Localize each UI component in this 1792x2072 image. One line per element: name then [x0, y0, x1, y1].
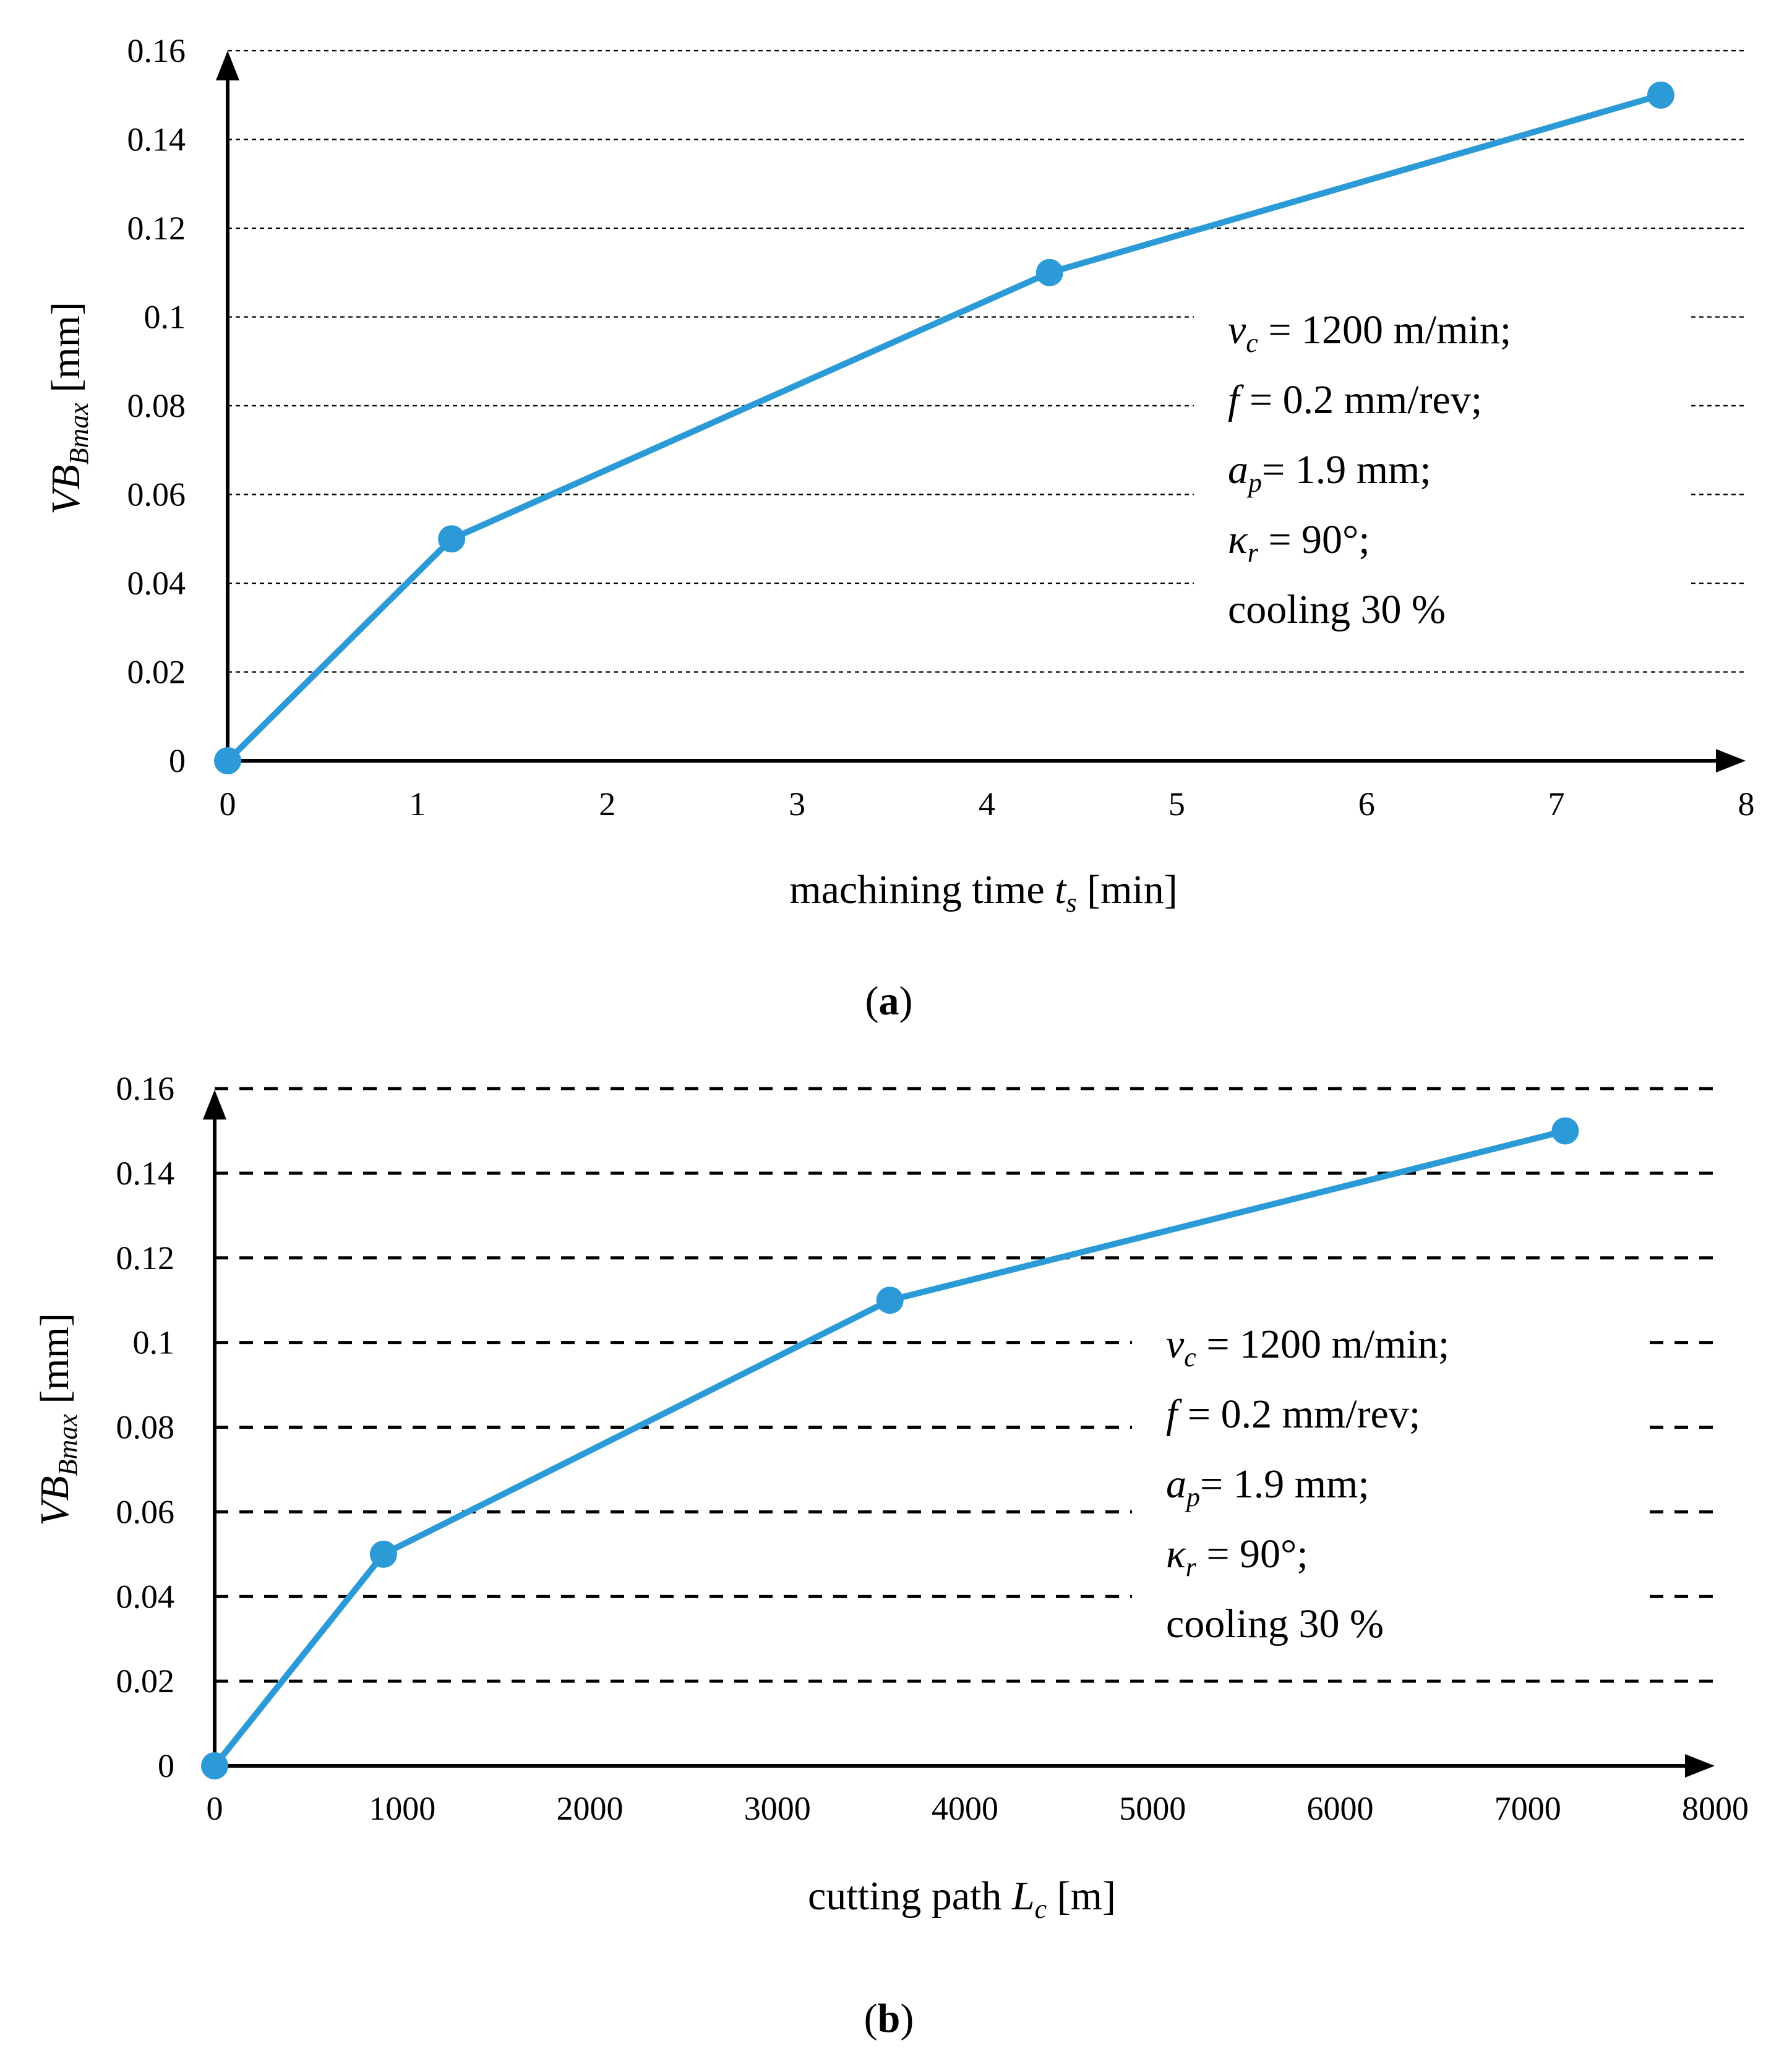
y-tick-label: 0.02	[127, 654, 186, 691]
x-tick-label: 3	[789, 786, 805, 823]
data-point	[369, 1540, 397, 1568]
data-points-a	[214, 81, 1674, 774]
svg-text:κr = 90°;: κr = 90°;	[1166, 1531, 1308, 1582]
data-point	[1647, 81, 1674, 109]
y-tick-label: 0.16	[127, 32, 186, 69]
data-points-b	[201, 1117, 1579, 1779]
y-tick-label: 0.12	[116, 1239, 175, 1277]
x-tick-label: 7000	[1494, 1790, 1561, 1827]
data-point	[438, 525, 466, 553]
x-axis-arrow-a	[1716, 749, 1746, 773]
annotation-mask-b	[1132, 1305, 1645, 1651]
x-tick-label: 2	[599, 786, 615, 823]
y-tick-label: 0.08	[116, 1409, 175, 1446]
svg-text:f = 0.2 mm/rev;: f = 0.2 mm/rev;	[1166, 1392, 1420, 1437]
caption-a: (a)	[865, 978, 913, 1024]
svg-text:cooling 30 %: cooling 30 %	[1228, 587, 1446, 632]
svg-text:vc = 1200 m/min;: vc = 1200 m/min;	[1166, 1322, 1449, 1372]
x-tick-label: 4000	[932, 1790, 998, 1827]
y-tick-label: 0	[158, 1747, 174, 1784]
x-tick-label: 4	[979, 786, 995, 823]
svg-text:ap= 1.9 mm;: ap= 1.9 mm;	[1228, 447, 1431, 498]
series-line-a	[225, 92, 1662, 763]
parameters-annotation-b: vc = 1200 m/min; f = 0.2 mm/rev; ap= 1.9…	[1166, 1322, 1449, 1646]
x-tick-label: 8	[1738, 786, 1755, 823]
y-tick-label: 0.06	[127, 476, 186, 513]
x-tick-labels-a: 0 1 2 3 4 5 6 7 8	[220, 786, 1755, 823]
y-tick-label: 0.14	[116, 1155, 175, 1192]
y-tick-label: 0.08	[127, 387, 186, 424]
data-point	[1551, 1117, 1579, 1145]
y-tick-label: 0.04	[127, 565, 186, 602]
x-tick-label: 1	[409, 786, 426, 823]
y-tick-label: 0	[169, 742, 186, 779]
chart-panel-b: 0 0.02 0.04 0.06 0.08 0.1 0.12 0.14 0.16 0 1000 20…	[32, 1070, 1749, 2041]
annotation-mask-a	[1194, 291, 1689, 637]
svg-text:κr = 90°;: κr = 90°;	[1228, 517, 1370, 568]
x-tick-label: 6	[1358, 786, 1375, 823]
data-point	[1035, 259, 1063, 286]
svg-text:ap= 1.9 mm;: ap= 1.9 mm;	[1166, 1462, 1370, 1512]
caption-b: (b)	[864, 1996, 914, 2041]
series-line-b	[212, 1128, 1566, 1768]
svg-text:cooling 30 %: cooling 30 %	[1166, 1601, 1384, 1646]
x-axis-label-b: cutting path Lc [m]	[808, 1873, 1116, 1924]
x-tick-label: 7	[1548, 786, 1565, 823]
y-tick-label: 0.06	[116, 1493, 175, 1530]
x-axis-arrow-b	[1685, 1754, 1715, 1778]
y-tick-label: 0.1	[133, 1324, 175, 1361]
x-tick-label: 0	[207, 1790, 223, 1827]
x-tick-label: 1000	[369, 1790, 435, 1827]
gridlines-a	[228, 49, 1746, 673]
x-tick-label: 2000	[557, 1790, 624, 1827]
x-axis-label-a: machining time ts [min]	[789, 867, 1178, 918]
y-tick-label: 0.1	[144, 299, 186, 336]
x-tick-label: 8000	[1682, 1790, 1749, 1827]
x-tick-label: 5000	[1119, 1790, 1186, 1827]
x-tick-label: 0	[220, 786, 236, 823]
y-tick-label: 0.04	[116, 1578, 175, 1615]
x-tick-label: 6000	[1307, 1790, 1374, 1827]
y-axis-label-b: VBBmax [mm]	[32, 1313, 83, 1526]
y-tick-label: 0.02	[116, 1663, 175, 1700]
y-axis-label-a: VBBmax [mm]	[43, 302, 94, 515]
data-point	[876, 1286, 904, 1314]
y-tick-label: 0.14	[127, 121, 186, 158]
y-tick-labels-b: 0 0.02 0.04 0.06 0.08 0.1 0.12 0.14 0.16	[116, 1070, 175, 1784]
y-axis-arrow-a	[216, 51, 239, 80]
chart-panel-a: 0 0.02 0.04 0.06 0.08 0.1 0.12 0.14 0.16 0 1 2 3 4 5 6…	[43, 32, 1755, 1024]
svg-text:f = 0.2 mm/rev;: f = 0.2 mm/rev;	[1228, 377, 1482, 422]
data-point	[201, 1752, 228, 1779]
y-tick-labels-a: 0 0.02 0.04 0.06 0.08 0.1 0.12 0.14 0.16	[127, 32, 186, 779]
x-tick-labels-b: 0 1000 2000 3000 4000 5000 6000 7000 8000	[207, 1790, 1749, 1827]
data-point	[214, 747, 241, 774]
svg-text:vc = 1200 m/min;: vc = 1200 m/min;	[1228, 307, 1511, 358]
parameters-annotation-a: vc = 1200 m/min; f = 0.2 mm/rev; ap= 1.9…	[1228, 307, 1511, 632]
y-axis-arrow-b	[203, 1090, 226, 1119]
x-tick-label: 3000	[744, 1790, 811, 1827]
y-tick-label: 0.16	[116, 1070, 175, 1107]
x-tick-label: 5	[1168, 786, 1185, 823]
y-tick-label: 0.12	[127, 210, 186, 247]
